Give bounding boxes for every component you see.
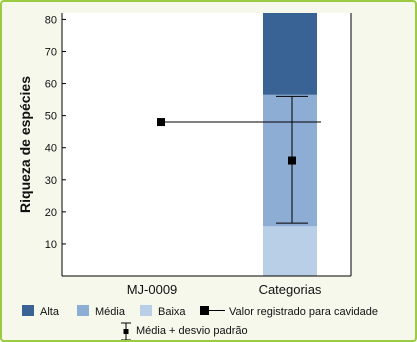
legend-label-cave: Valor registrado para cavidade (229, 306, 378, 318)
legend-swatch-baixa (140, 305, 152, 316)
x-category-label: Categorias (259, 282, 322, 297)
y-tick-label: 10 (45, 239, 57, 251)
y-tick-label: 20 (45, 207, 57, 219)
bar-band-alta (263, 13, 317, 95)
chart: 10 20 30 40 50 60 70 80 Riqueza de espécies MJ-00… (17, 13, 378, 340)
legend-label-meansd: Média + desvio padrão (136, 325, 248, 337)
legend-label-alta: Alta (40, 306, 60, 318)
y-tick-label: 80 (45, 14, 57, 26)
y-tick-label: 70 (45, 46, 57, 58)
legend-meansd-marker (121, 322, 131, 340)
legend-cave-marker (200, 306, 225, 315)
plot-area: 10 20 30 40 50 60 70 80 Riqueza de espécies MJ-00… (17, 13, 352, 297)
x-category-label: MJ-0009 (127, 282, 178, 297)
bar-band-baixa (263, 226, 317, 276)
y-tick-label: 50 (45, 111, 57, 123)
mean-point (288, 156, 296, 165)
cave-value-point (157, 118, 165, 127)
y-tick-label: 40 (45, 143, 57, 155)
legend: Alta Média Baixa Valor registrado para c… (22, 305, 378, 340)
legend-swatch-media (77, 305, 89, 316)
y-axis-title: Riqueza de espécies (17, 76, 33, 213)
legend-label-baixa: Baixa (158, 306, 186, 318)
y-tick-label: 60 (45, 79, 57, 91)
y-tick-label: 30 (45, 175, 57, 187)
legend-label-media: Média (95, 306, 126, 318)
legend-swatch-alta (22, 305, 34, 316)
